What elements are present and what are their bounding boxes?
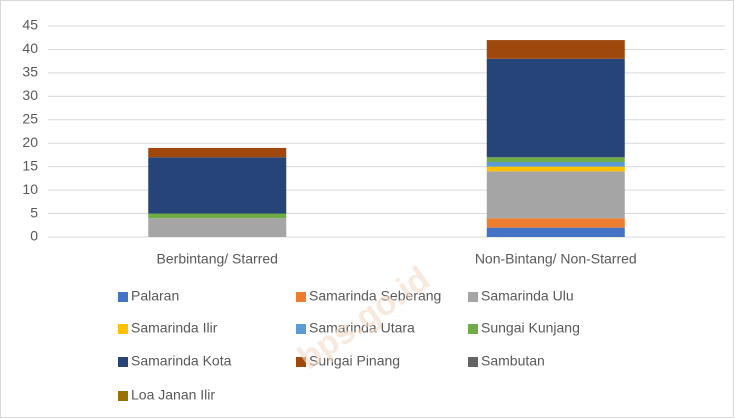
legend-swatch <box>118 391 128 401</box>
legend-label: Samarinda Ilir <box>131 320 218 336</box>
bar-segment <box>486 171 625 219</box>
legend-label: Palaran <box>131 288 179 304</box>
y-tick-label: 20 <box>22 134 38 150</box>
y-tick-label: 25 <box>22 110 38 126</box>
legend-label: Sungai Kunjang <box>481 320 580 336</box>
legend-label: Sambutan <box>481 353 545 369</box>
legend-label: Samarinda Kota <box>131 353 232 369</box>
legend-label: Samarinda Seberang <box>309 288 441 304</box>
y-tick-label: 15 <box>22 157 38 173</box>
bar-segment <box>148 218 287 237</box>
legend-swatch <box>468 357 478 367</box>
y-tick-label: 10 <box>22 181 38 197</box>
bar-segment <box>148 147 287 158</box>
legend-swatch <box>468 324 478 334</box>
legend-label: Sungai Pinang <box>309 353 400 369</box>
x-tick-label: Non-Bintang/ Non-Starred <box>475 251 637 267</box>
bar-segment <box>486 40 625 59</box>
y-tick-label: 45 <box>22 17 38 33</box>
bar-segment <box>486 218 625 228</box>
legend-swatch <box>296 324 306 334</box>
legend-swatch <box>118 357 128 367</box>
legend-label: Samarinda Ulu <box>481 288 574 304</box>
legend-swatch <box>118 292 128 302</box>
bar-segment <box>148 157 287 214</box>
bar-segment <box>486 58 625 158</box>
y-tick-label: 35 <box>22 64 38 80</box>
x-tick-label: Berbintang/ Starred <box>157 251 278 267</box>
legend-swatch <box>468 292 478 302</box>
y-tick-label: 40 <box>22 40 38 56</box>
legend-swatch <box>118 324 128 334</box>
legend-label: Loa Janan Ilir <box>131 387 215 403</box>
bar-segment <box>486 161 625 167</box>
bar-segment <box>486 227 625 237</box>
legend-swatch <box>296 357 306 367</box>
legend-label: Samarinda Utara <box>309 320 415 336</box>
legend-swatch <box>296 292 306 302</box>
y-tick-label: 0 <box>30 228 38 244</box>
y-tick-label: 30 <box>22 87 38 103</box>
y-tick-label: 5 <box>30 204 38 220</box>
bar-segment <box>486 166 625 172</box>
bar-segment <box>486 157 625 162</box>
bar-segment <box>148 213 287 219</box>
